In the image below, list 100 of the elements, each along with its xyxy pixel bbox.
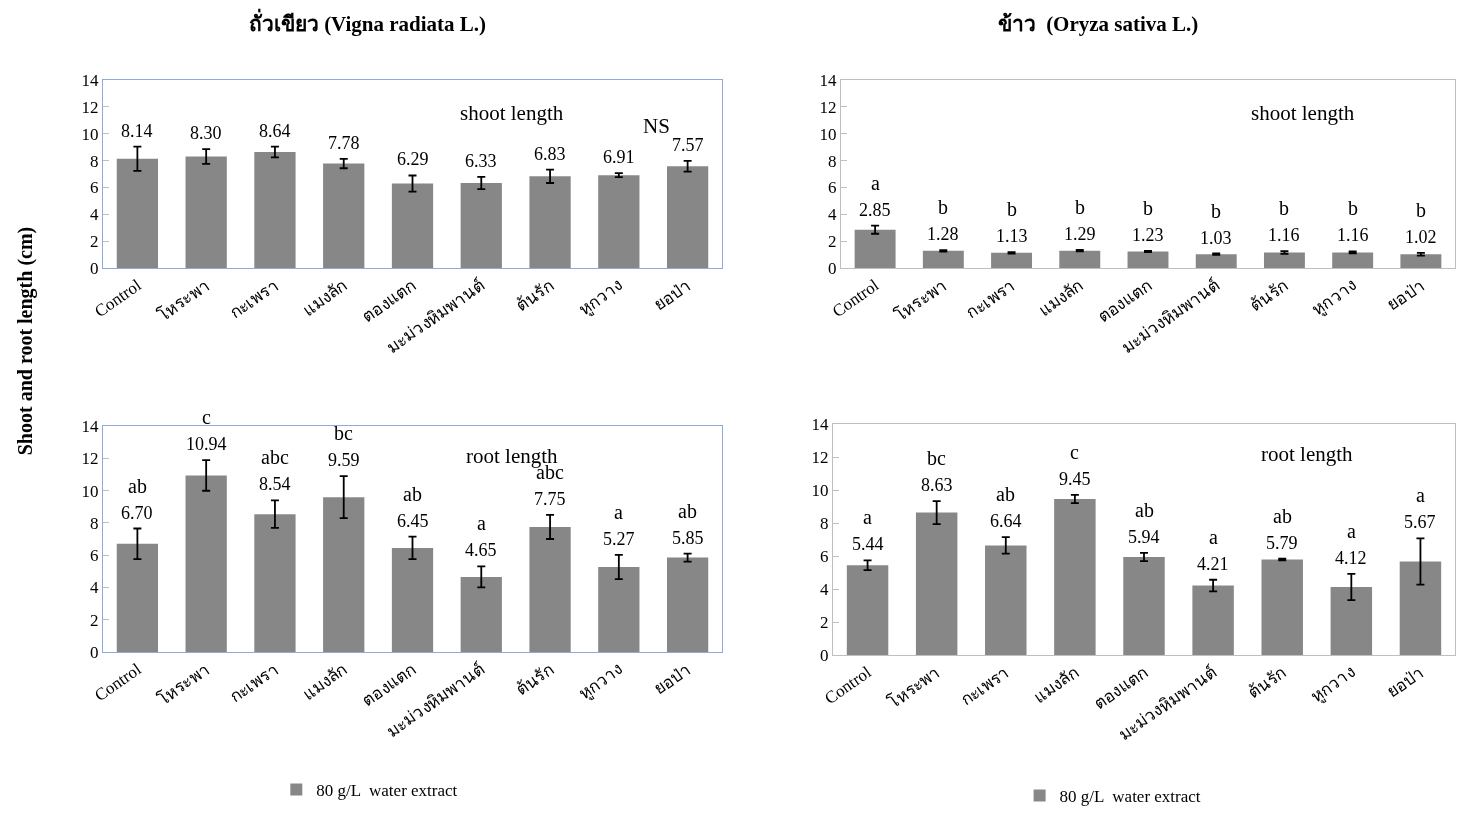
annotation: b (938, 196, 948, 218)
bar (185, 475, 227, 652)
y-tick-label: 4 (90, 205, 100, 225)
y-tick-label: 10 (819, 124, 837, 144)
bar (666, 557, 709, 652)
annotation: b (1416, 199, 1426, 221)
y-tick-label: 2 (90, 610, 99, 630)
data-label: 8.14 (121, 121, 153, 141)
bar (1059, 250, 1101, 268)
bar (598, 566, 640, 652)
y-tick-label: 0 (820, 645, 829, 665)
y-tick-label: 14 (819, 70, 838, 90)
data-label: 6.45 (397, 511, 429, 531)
annotation: a (871, 172, 880, 194)
annotation: ab (403, 483, 422, 505)
data-label: 5.44 (852, 534, 884, 554)
y-tick-label: 4 (828, 205, 838, 225)
bar (460, 576, 502, 652)
y-tick-label: 2 (828, 232, 837, 252)
y-tick-label: 10 (81, 481, 99, 501)
data-label: 5.85 (672, 528, 704, 548)
y-tick-label: 12 (81, 97, 99, 117)
annotation: ab (128, 475, 147, 497)
annotation: c (1070, 441, 1079, 463)
data-label: 9.45 (1059, 469, 1091, 489)
data-label: 9.59 (328, 450, 360, 470)
y-tick-label: 8 (90, 151, 99, 171)
y-tick-label: 14 (81, 70, 100, 90)
data-label: 8.30 (190, 123, 222, 143)
annotation: shoot length (460, 101, 564, 125)
legend-label: 80 g/L water extract (1059, 787, 1201, 807)
bar (922, 250, 964, 268)
data-label: 7.75 (534, 489, 566, 509)
legend-label: 80 g/L water extract (316, 781, 458, 801)
bar (985, 545, 1027, 655)
data-label: 1.16 (1268, 225, 1300, 245)
bar (1400, 254, 1442, 268)
data-label: 10.94 (186, 434, 227, 454)
data-label: 5.94 (1128, 527, 1160, 547)
bar (1332, 252, 1374, 268)
annotation: a (1209, 526, 1218, 548)
data-label: 4.12 (1335, 548, 1367, 568)
data-label: 1.02 (1405, 227, 1437, 247)
data-label: 4.65 (465, 540, 497, 560)
annotation: b (1348, 197, 1358, 219)
annotation: ab (678, 500, 697, 522)
y-tick-label: 8 (828, 151, 837, 171)
annotation: shoot length (1251, 101, 1355, 125)
bar (116, 543, 159, 652)
data-label: 1.03 (1200, 228, 1232, 248)
bar (1399, 561, 1442, 655)
bar (391, 183, 434, 268)
annotation: c (202, 406, 211, 428)
annotation: a (1347, 520, 1356, 542)
bar (1054, 499, 1096, 655)
y-tick-label: 12 (81, 449, 99, 469)
annotation: a (863, 506, 872, 528)
annotation: a (614, 501, 623, 523)
annotation: b (1075, 196, 1085, 218)
y-tick-label: 6 (90, 546, 99, 566)
bar (854, 229, 896, 268)
annotation: ab (996, 483, 1015, 505)
bar (529, 176, 571, 268)
y-tick-label: 14 (81, 416, 100, 436)
data-label: 1.28 (927, 224, 959, 244)
annotation: root length (1261, 442, 1354, 466)
bar (666, 166, 709, 268)
bar (915, 512, 958, 655)
y-tick-label: 10 (81, 124, 99, 144)
y-tick-label: 12 (819, 97, 837, 117)
bar (254, 151, 296, 268)
y-tick-label: 6 (828, 178, 837, 198)
y-tick-label: 2 (820, 612, 829, 632)
y-tick-label: 10 (811, 480, 829, 500)
bar (1330, 587, 1373, 655)
annotation: b (1143, 197, 1153, 219)
data-label: 6.64 (990, 511, 1022, 531)
bar (185, 156, 227, 268)
bar (1127, 251, 1169, 268)
bar (991, 252, 1033, 268)
annotation: ab (1273, 505, 1292, 527)
x-tick-label: ยอป่า (1383, 275, 1429, 315)
bar (254, 514, 296, 652)
y-axis-title: Shoot and root length (cm) (13, 225, 38, 458)
data-label: 6.91 (603, 147, 635, 167)
data-label: 6.83 (534, 144, 566, 164)
bar (460, 183, 502, 268)
data-label: 5.79 (1266, 533, 1298, 553)
data-label: 2.85 (859, 200, 891, 220)
bar (1195, 254, 1237, 268)
y-tick-label: 4 (820, 579, 830, 599)
bar (529, 526, 571, 652)
y-tick-label: 8 (820, 513, 829, 533)
data-label: 7.57 (672, 135, 704, 155)
x-tick-label: ยอป่า (1383, 662, 1428, 702)
bar (323, 163, 365, 268)
x-tick-label: ยอป่า (650, 275, 695, 315)
data-label: 6.29 (397, 149, 429, 169)
bar (323, 497, 365, 652)
data-label: 1.23 (1132, 225, 1164, 245)
